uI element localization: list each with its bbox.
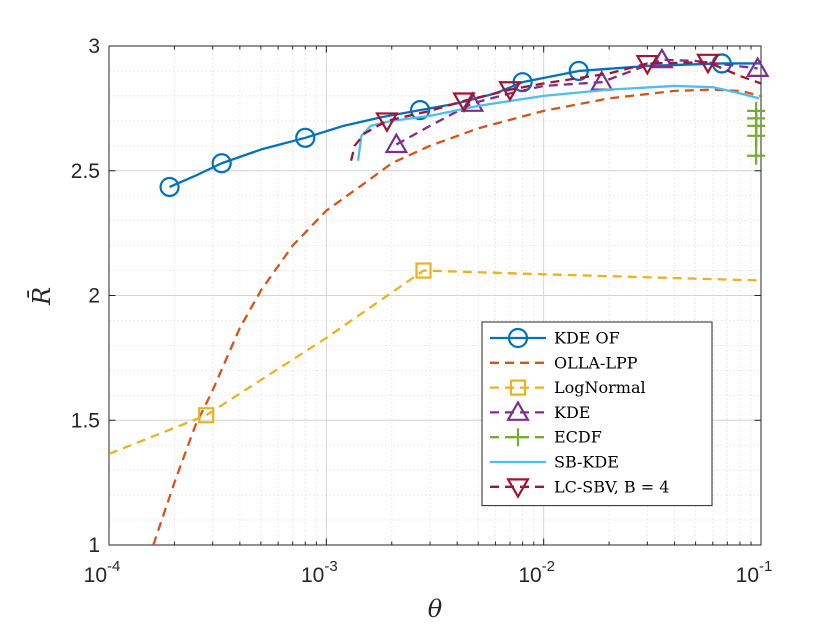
series-lognormal: [109, 262, 762, 455]
legend-label: LC-SBV, B = 4: [554, 477, 669, 496]
series-kde-of: [159, 53, 761, 198]
series-line: [395, 58, 758, 146]
y-tick-label: 1: [88, 534, 100, 557]
y-tick-label: 1.5: [71, 409, 100, 432]
legend-box: [481, 321, 713, 507]
x-tick-label: 10-3: [301, 558, 338, 587]
marker-triangle-up: [745, 56, 770, 77]
marker-plus: [747, 146, 766, 165]
marker-square: [509, 379, 527, 396]
tick-labels: 10-4 10-3 10-2 10-1 1 1.5 2 2.5 3: [71, 35, 773, 587]
marker-triangle-up: [460, 91, 485, 112]
legend-label: KDE OF: [554, 329, 620, 348]
legend-label: ECDF: [554, 428, 602, 447]
x-tick-label: 10-2: [518, 558, 555, 587]
series-lc-sbv-b-4: [349, 53, 762, 162]
x-tick-label: 10-4: [84, 558, 121, 587]
marker-plus: [747, 126, 766, 145]
x-axis-title: θ: [428, 595, 443, 623]
y-axis-title: R̄: [28, 287, 56, 306]
series-line: [109, 269, 762, 455]
series-line: [349, 61, 762, 162]
marker-circle: [159, 176, 180, 198]
marker-triangle-down: [452, 92, 476, 114]
legend-item: OLLA-LPP: [490, 353, 638, 372]
marker-circle: [568, 60, 589, 82]
marker-triangle-down: [635, 54, 660, 76]
legend-item: SB-KDE: [490, 453, 619, 472]
series-layer: [109, 47, 770, 545]
legend-label: SB-KDE: [554, 453, 619, 472]
marker-circle: [211, 153, 232, 174]
grid: [108, 45, 762, 546]
marker-triangle-down: [375, 112, 399, 133]
legend-label: LogNormal: [554, 378, 646, 397]
marker-triangle-down: [498, 81, 522, 102]
series-sb-kde: [356, 84, 760, 161]
marker-triangle-down: [696, 53, 720, 75]
y-tick-label: 2: [88, 285, 100, 308]
marker-triangle-up: [384, 132, 409, 154]
legend: KDE OF OLLA-LPP LogNormal KDE ECDF SB-KDE LC-S…: [481, 321, 713, 507]
legend-item: KDE: [490, 400, 590, 422]
legend-label: KDE: [554, 403, 590, 422]
marker-plus: [509, 428, 527, 447]
series-line: [356, 84, 760, 161]
legend-label: OLLA-LPP: [554, 353, 638, 372]
series-ecdf: [747, 101, 766, 165]
marker-circle: [409, 100, 431, 121]
y-tick-label: 2.5: [71, 160, 100, 183]
legend-item: KDE OF: [490, 327, 620, 349]
legend-item: ECDF: [490, 428, 602, 447]
legend-item: LogNormal: [490, 378, 646, 397]
axis-ticks: [108, 45, 762, 546]
marker-triangle-down: [506, 478, 530, 499]
series-line: [169, 62, 761, 189]
marker-square: [415, 262, 432, 279]
legend-item: LC-SBV, B = 4: [490, 477, 669, 499]
marker-circle: [507, 327, 529, 349]
x-tick-label: 10-1: [736, 558, 773, 587]
marker-triangle-up: [506, 400, 530, 421]
y-tick-label: 3: [88, 35, 100, 58]
marker-square: [198, 407, 215, 424]
marker-circle: [295, 127, 316, 148]
